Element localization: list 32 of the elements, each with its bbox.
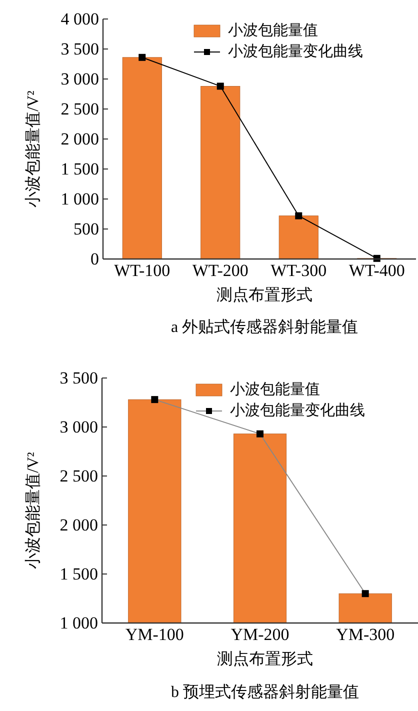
text: a 外贴式传感器斜射能量值 [170, 318, 358, 336]
x-tick-label: WT-100 [114, 261, 170, 280]
x-tick-label: YM-200 [230, 625, 290, 644]
y-tick-label: 3 500 [60, 368, 98, 388]
y-tick-label: 500 [74, 220, 99, 238]
y-tick-label: 2 000 [60, 130, 99, 148]
x-tick-label: WT-300 [270, 261, 327, 280]
legend-label: 小波包能量值 [228, 22, 318, 39]
y-tick-label: 3 000 [60, 70, 99, 88]
x-tick-label: YM-300 [336, 625, 395, 644]
x-axis-title: 测点布置形式 [216, 286, 312, 304]
y-tick-label: 1 000 [60, 614, 98, 632]
y-tick-label: 1 500 [60, 564, 98, 584]
legend-label: 小波包能量变化曲线 [228, 43, 363, 60]
legend-label: 小波包能量值 [230, 381, 320, 398]
y-tick-label: 1 500 [60, 160, 99, 178]
x-tick-label: YM-100 [125, 625, 184, 644]
y-tick-label: 1 000 [60, 190, 99, 208]
legend-label: 小波包能量变化曲线 [230, 402, 365, 419]
y-tick-label: 0 [90, 250, 99, 268]
x-axis-title: 测点布置形式 [217, 650, 313, 668]
y-tick-label: 4 000 [60, 10, 99, 28]
x-tick-label: WT-400 [348, 261, 405, 280]
y-axis-title: 小波包能量值/V² [24, 452, 42, 569]
y-tick-label: 3 000 [60, 418, 98, 436]
y-axis-title: 小波包能量值/V² [24, 90, 42, 208]
y-tick-label: 3 500 [60, 40, 99, 58]
x-tick-label: WT-200 [192, 261, 248, 280]
y-tick-label: 2 500 [60, 466, 98, 486]
text: b 预埋式传感器斜射能量值 [171, 683, 359, 701]
y-tick-label: 2 000 [60, 516, 98, 534]
y-tick-label: 2 500 [60, 100, 99, 118]
